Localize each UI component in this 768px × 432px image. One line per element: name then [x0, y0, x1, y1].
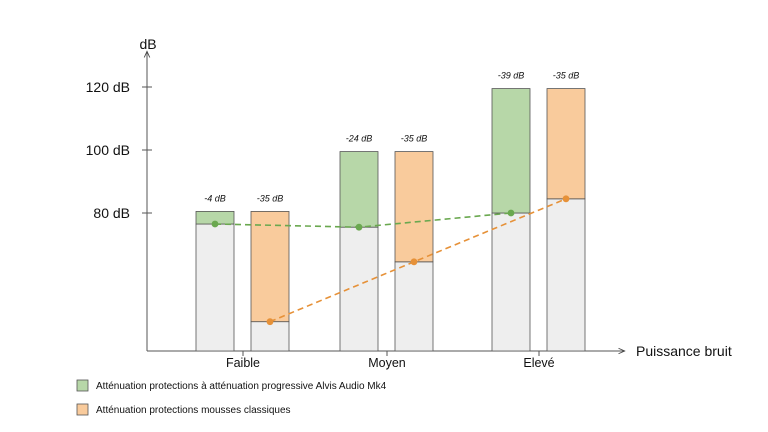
x-axis-title: Puissance bruit	[636, 343, 732, 359]
bar-residual	[491, 212, 531, 352]
attenuation-label: -39 dB	[498, 71, 525, 81]
bar-residual	[546, 198, 586, 352]
bar-attenuation	[546, 88, 586, 200]
legend: Atténuation protections à atténuation pr…	[76, 379, 387, 416]
legend-swatch-alvis	[76, 379, 89, 392]
legend-label-mousses: Atténuation protections mousses classiqu…	[96, 405, 291, 416]
bars: -4 dB -24 dB -39 dB -35 dB -35 dB -35 dB	[195, 71, 586, 352]
bar-residual	[339, 226, 379, 352]
bar-residual	[195, 223, 235, 352]
data-point	[266, 318, 274, 326]
y-ticks: 80 dB 100 dB 120 dB	[86, 79, 152, 221]
bar-attenuation	[394, 151, 434, 263]
legend-swatch-mousses	[76, 403, 89, 416]
y-tick-label: 80 dB	[93, 205, 130, 221]
series-lines	[211, 195, 570, 326]
y-tick-label: 100 dB	[86, 142, 130, 158]
attenuation-label: -35 dB	[401, 134, 428, 144]
attenuation-label: -35 dB	[257, 193, 284, 203]
data-point	[562, 195, 570, 203]
category-label: Faible	[226, 356, 260, 370]
bar-attenuation	[491, 88, 531, 214]
data-point	[507, 209, 515, 217]
bar-attenuation	[250, 211, 290, 323]
category-label: Elevé	[523, 356, 554, 370]
y-axis-unit: dB	[139, 36, 156, 52]
data-point	[355, 223, 363, 231]
data-point	[211, 220, 219, 228]
attenuation-label: -4 dB	[204, 193, 226, 203]
category-labels: Faible Moyen Elevé	[226, 351, 555, 370]
attenuation-label: -35 dB	[553, 71, 580, 81]
y-tick-label: 120 dB	[86, 79, 130, 95]
legend-label-alvis: Atténuation protections à atténuation pr…	[96, 381, 387, 392]
bar-residual	[394, 261, 434, 352]
bar-residual	[250, 321, 290, 352]
category-label: Moyen	[368, 356, 406, 370]
bar-attenuation	[339, 151, 379, 228]
data-point	[410, 258, 418, 266]
attenuation-label: -24 dB	[346, 134, 373, 144]
